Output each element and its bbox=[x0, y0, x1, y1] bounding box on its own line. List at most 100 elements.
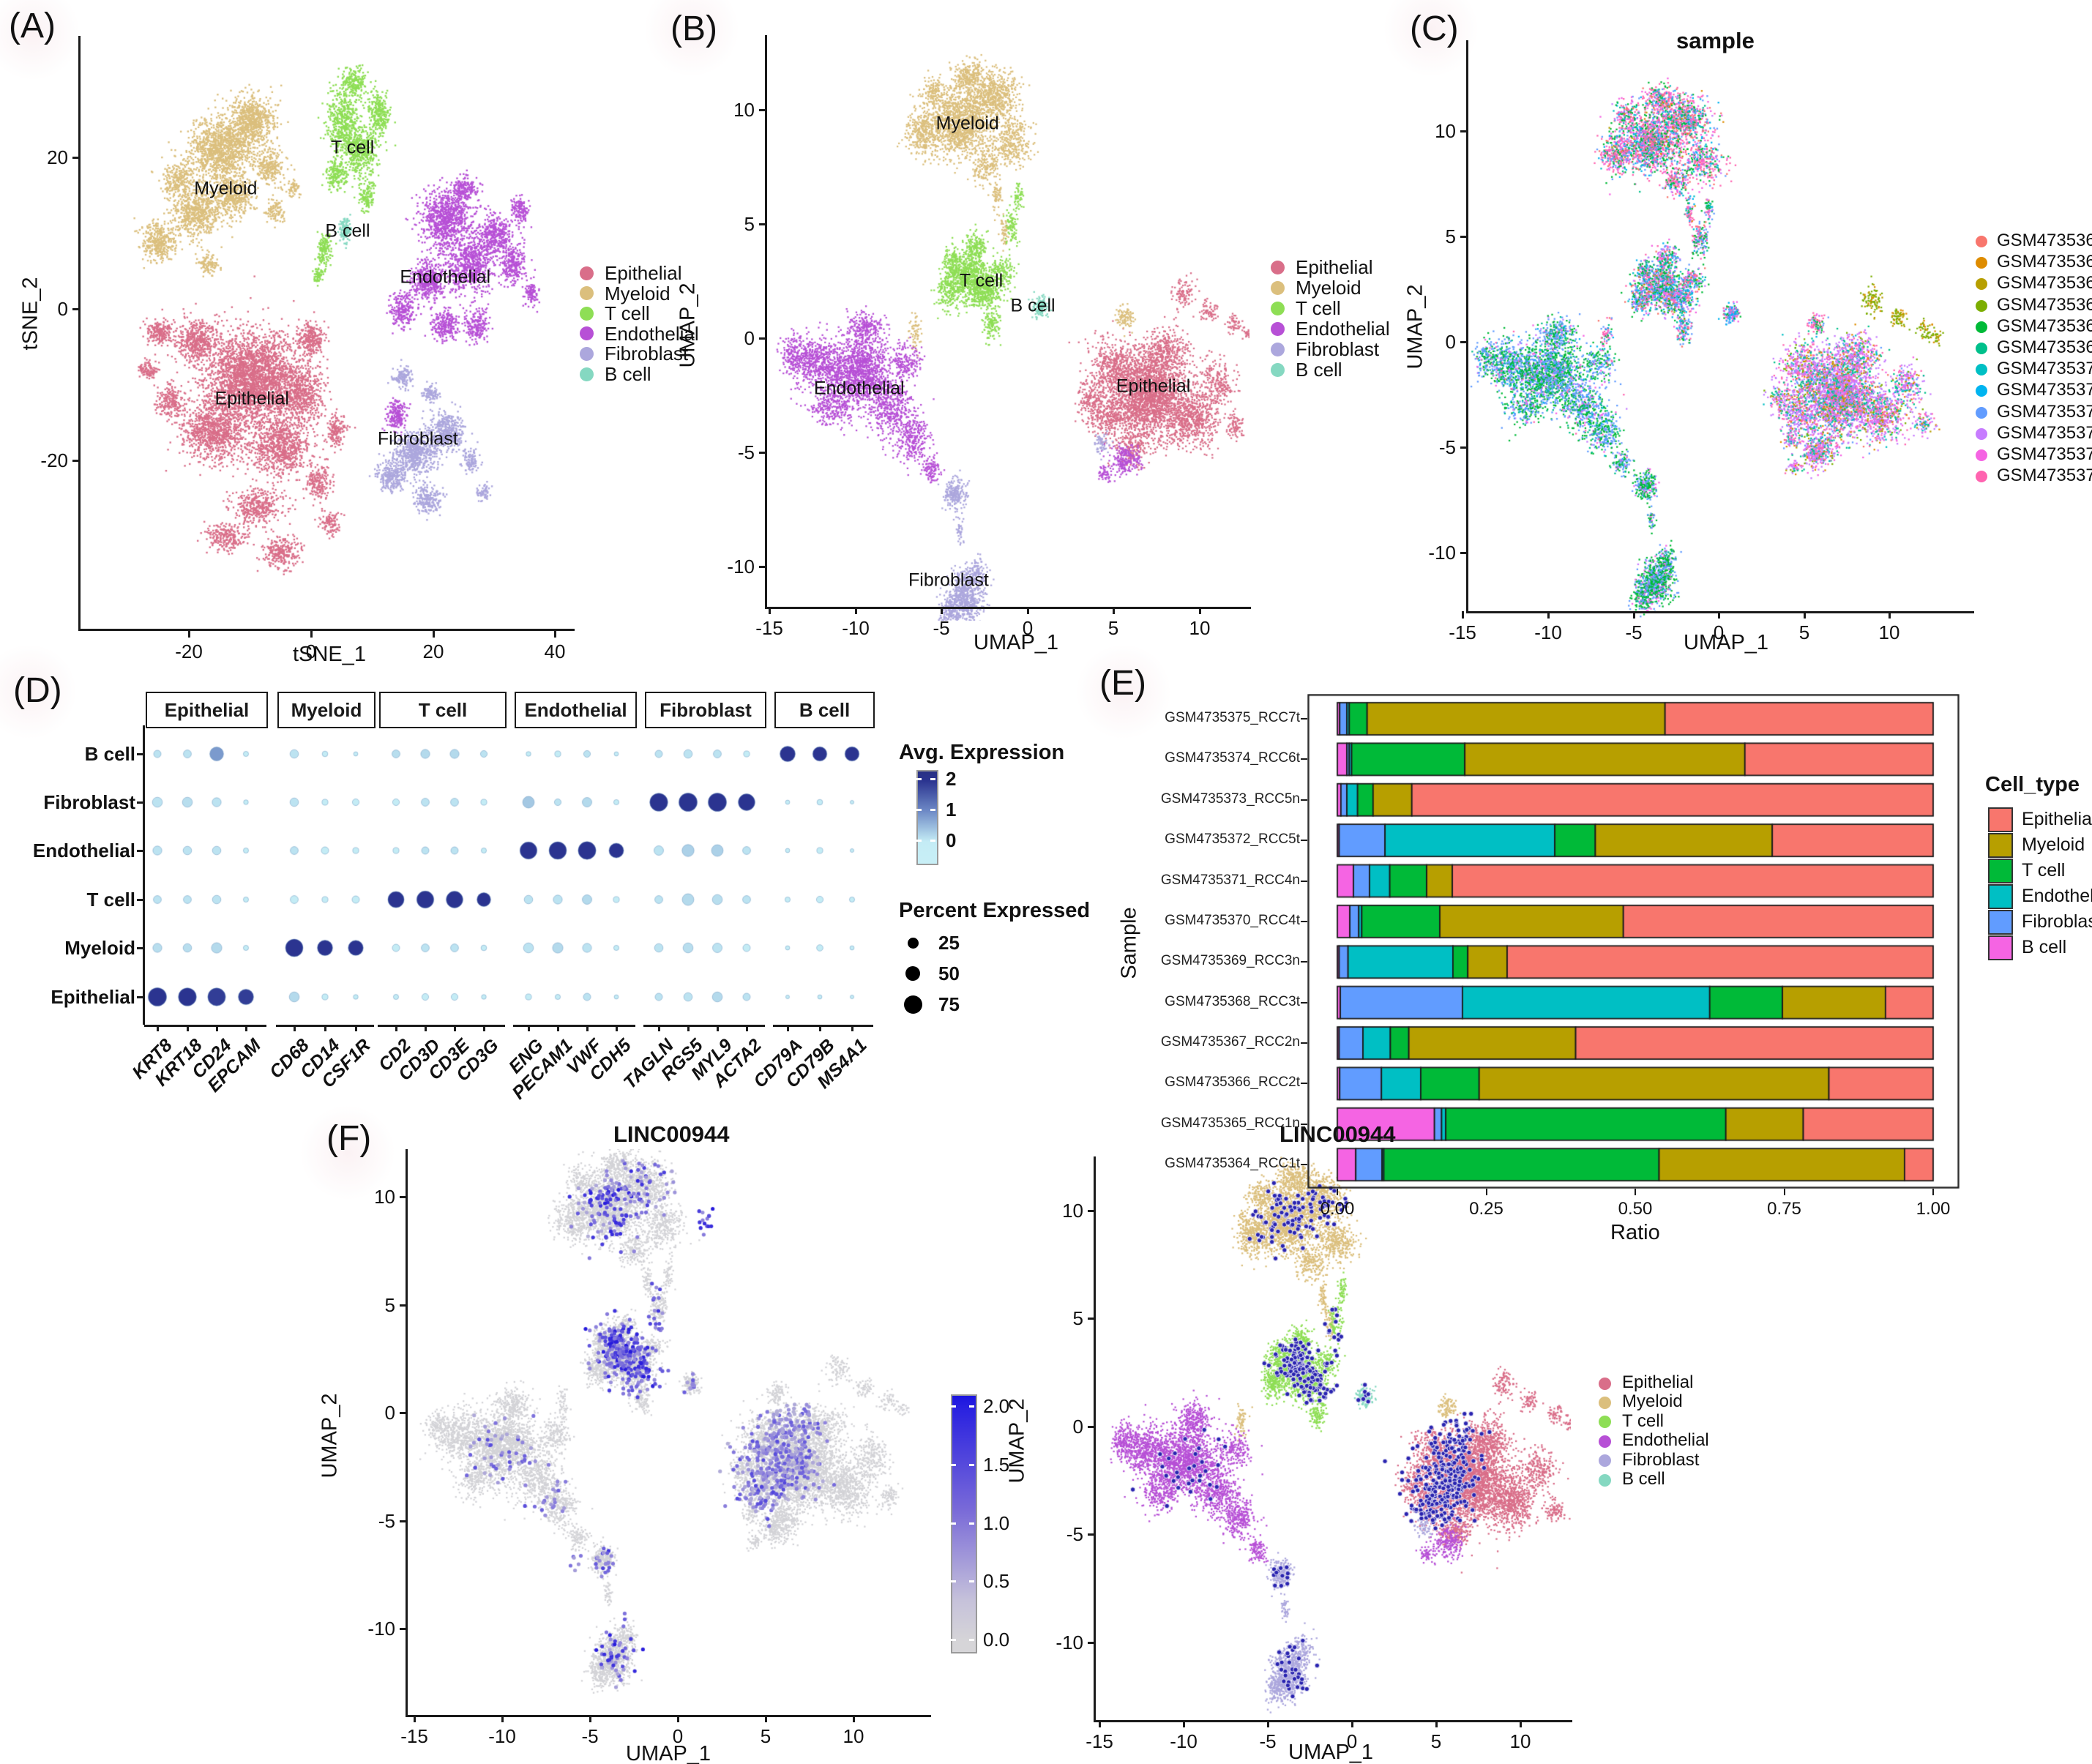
panel-f-right-legend-dot-Endothelial bbox=[1598, 1435, 1611, 1448]
x-tick-label: -10 bbox=[488, 1725, 516, 1747]
panel-c-title: sample bbox=[1676, 28, 1755, 53]
panel-b-legend-dot-Fibroblast bbox=[1270, 342, 1285, 356]
percent-dot-25 bbox=[907, 937, 919, 949]
percent-expressed-legend-title: Percent Expressed bbox=[899, 899, 1091, 922]
cluster-label-endothelial: Endothelial bbox=[400, 266, 491, 288]
feature-colorbar-label: 1.0 bbox=[983, 1512, 1010, 1534]
dotplot-row-tick bbox=[137, 850, 143, 852]
x-tick-label: -5 bbox=[1259, 1730, 1277, 1752]
panel-a-legend-dot-Fibroblast bbox=[579, 346, 594, 361]
sample-label-GSM4735372_RCC5t: GSM4735372_RCC5t bbox=[1165, 831, 1300, 848]
feature-colorbar-tick bbox=[969, 1580, 974, 1582]
panel-f-right-umap-canvas bbox=[1095, 1156, 1571, 1720]
x-tick-label: -10 bbox=[1170, 1730, 1198, 1752]
panel-f-right-legend-dot-T cell bbox=[1598, 1416, 1611, 1429]
cell-type-swatch-myeloid bbox=[1988, 833, 2013, 858]
gene-tick bbox=[395, 1025, 397, 1031]
cluster-label-b-cell: B cell bbox=[325, 220, 370, 242]
gene-tick bbox=[245, 1025, 247, 1031]
panel-c-legend-label: GSM4735373 bbox=[1997, 422, 2092, 443]
x-tick-mark bbox=[310, 630, 313, 638]
panel-f-right-legend-label: Epithelial bbox=[1622, 1372, 1694, 1392]
x-tick-label: 10 bbox=[1189, 617, 1211, 639]
panel-c-legend-dot-GSM4735366 bbox=[1976, 278, 1987, 291]
gene-tick bbox=[746, 1025, 748, 1031]
x-tick-label: -15 bbox=[400, 1725, 428, 1747]
gene-tick bbox=[557, 1025, 559, 1031]
panel-c-legend-label: GSM4735365 bbox=[1997, 252, 2092, 272]
percent-dot-75 bbox=[903, 995, 922, 1014]
x-tick-mark bbox=[1351, 1720, 1353, 1727]
panel-a-legend-dot-T cell bbox=[579, 306, 594, 321]
y-tick-label: 10 bbox=[1062, 1200, 1083, 1222]
panel-b-legend-dot-T cell bbox=[1270, 301, 1285, 315]
sample-tick bbox=[1301, 799, 1307, 801]
percent-dot-50 bbox=[905, 966, 920, 981]
cell-type-legend-label: T cell bbox=[2022, 860, 2066, 881]
avg-expression-legend-title: Avg. Expression bbox=[899, 741, 1065, 764]
gene-tick bbox=[819, 1025, 821, 1031]
panel-b-legend-label: Epithelial bbox=[1296, 256, 1373, 278]
y-tick-mark bbox=[759, 223, 766, 225]
panel-f-right-legend-dot-Myeloid bbox=[1598, 1396, 1611, 1409]
y-tick-mark bbox=[1460, 446, 1468, 449]
cell-type-legend-label: Endothelial bbox=[2022, 886, 2092, 906]
panel-a-y-axis bbox=[78, 36, 81, 631]
y-tick-label: 5 bbox=[1445, 225, 1456, 247]
sample-label-GSM4735369_RCC3n: GSM4735369_RCC3n bbox=[1160, 953, 1300, 969]
panel-d-x-axis-segment bbox=[513, 1025, 635, 1027]
panel-b-halo bbox=[644, 0, 739, 77]
panel-d-x-axis-segment bbox=[144, 1025, 266, 1027]
dotplot-row-tick bbox=[137, 899, 143, 901]
panel-a-legend-label: Myeloid bbox=[605, 282, 670, 304]
panel-b-legend-dot-Myeloid bbox=[1270, 280, 1285, 295]
panel-c-legend-dot-GSM4735368 bbox=[1976, 321, 1987, 333]
panel-f-label: (F) bbox=[326, 1119, 372, 1158]
sample-label-GSM4735370_RCC4t: GSM4735370_RCC4t bbox=[1165, 912, 1300, 928]
y-tick-mark bbox=[400, 1304, 407, 1307]
y-tick-label: 5 bbox=[1072, 1307, 1083, 1329]
colorbar-tick-label: 1 bbox=[946, 799, 957, 821]
x-tick-mark bbox=[1804, 611, 1806, 618]
sample-tick bbox=[1301, 1042, 1307, 1044]
x-tick-label: 0 bbox=[1022, 617, 1034, 639]
panel-b-y-axis bbox=[765, 35, 767, 609]
cluster-label-t-cell: T cell bbox=[959, 270, 1004, 291]
gene-tick bbox=[324, 1025, 326, 1031]
panel-b-xlabel: UMAP_1 bbox=[974, 631, 1059, 654]
cell-type-legend-title: Cell_type bbox=[1985, 773, 2080, 796]
panel-a-label: (A) bbox=[9, 7, 56, 45]
colorbar-tick-label: 0 bbox=[946, 829, 957, 851]
feature-colorbar-label: 2.0 bbox=[983, 1395, 1010, 1417]
x-tick-mark bbox=[1633, 611, 1635, 618]
panel-f-right-x-axis bbox=[1094, 1720, 1572, 1722]
y-tick-label: 10 bbox=[374, 1186, 395, 1208]
ratio-tick-label: 0.50 bbox=[1618, 1199, 1653, 1219]
facet-header-fibroblast: Fibroblast bbox=[645, 692, 766, 728]
dotplot-row-label-myeloid: Myeloid bbox=[64, 937, 135, 959]
dotplot-row-tick bbox=[137, 947, 143, 949]
feature-colorbar-tick bbox=[951, 1405, 956, 1408]
sample-label-GSM4735373_RCC5n: GSM4735373_RCC5n bbox=[1160, 791, 1300, 807]
gene-tick bbox=[687, 1025, 690, 1031]
gene-tick bbox=[787, 1025, 789, 1031]
panel-f-right-title: LINC00944 bbox=[1280, 1121, 1396, 1147]
sample-tick bbox=[1301, 1083, 1307, 1085]
x-tick-mark bbox=[1520, 1720, 1522, 1727]
y-tick-mark bbox=[1088, 1533, 1095, 1536]
panel-a-legend-dot-Epithelial bbox=[579, 266, 594, 280]
x-tick-mark bbox=[855, 607, 857, 614]
gene-tick bbox=[586, 1025, 589, 1031]
panel-c-legend-dot-GSM4735372 bbox=[1976, 406, 1987, 419]
panel-a-legend-label: Endothelial bbox=[605, 322, 699, 345]
panel-a-tsne-canvas bbox=[80, 36, 574, 630]
y-tick-label: 0 bbox=[1072, 1416, 1083, 1438]
panel-c-legend-label: GSM4735364 bbox=[1997, 231, 2092, 250]
gene-tick bbox=[616, 1025, 618, 1031]
panel-f-left-xlabel: UMAP_1 bbox=[626, 1742, 711, 1764]
panel-d-halo bbox=[0, 644, 77, 739]
ratio-tick bbox=[1932, 1189, 1934, 1195]
y-tick-label: -10 bbox=[367, 1618, 395, 1640]
cluster-label-endothelial: Endothelial bbox=[813, 378, 905, 399]
